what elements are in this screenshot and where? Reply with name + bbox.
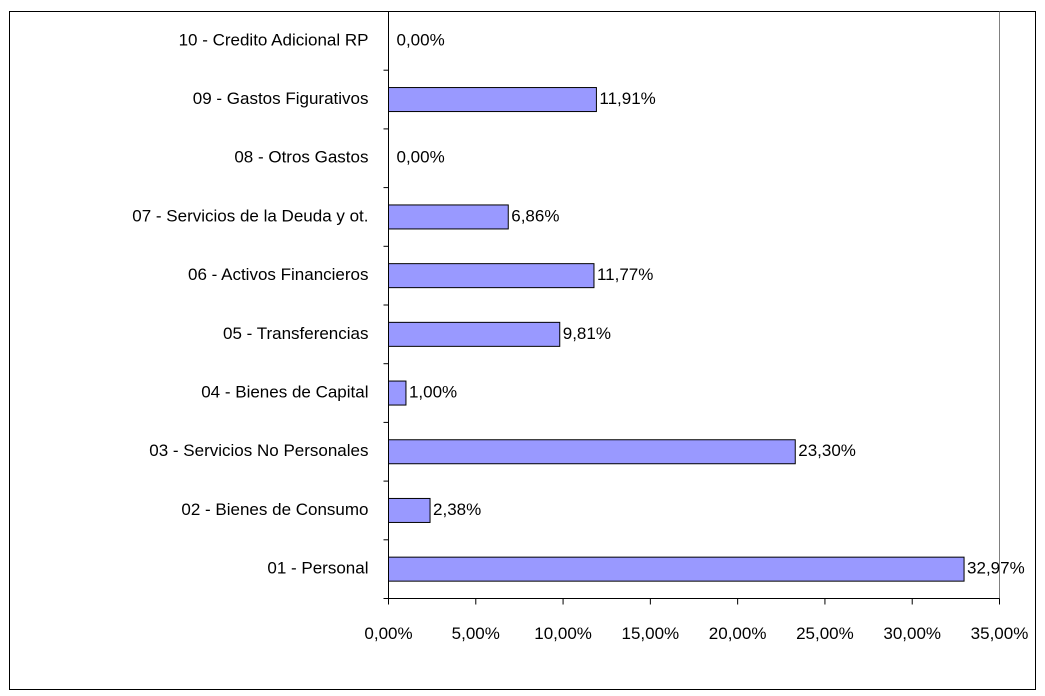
value-label: 1,00% [409,383,457,402]
y-tick-label: 10 - Credito Adicional RP [179,30,369,49]
value-label: 11,91% [599,89,655,108]
bar [388,497,431,523]
y-tick-label: 07 - Servicios de la Deuda y ot. [132,206,368,225]
x-tick-label: 20,00% [709,624,767,643]
bar [388,263,595,289]
value-label: 6,86% [511,206,559,225]
x-tick-label: 25,00% [796,624,854,643]
bar [388,204,509,230]
chart-frame [9,11,1036,690]
x-tick-label: 35,00% [971,624,1029,643]
value-label: 11,77% [597,265,653,284]
value-label: 23,30% [798,441,856,460]
x-tick-label: 30,00% [883,624,941,643]
y-tick-label: 08 - Otros Gastos [234,148,368,167]
x-tick-label: 0,00% [364,624,412,643]
value-label: 32,97% [967,559,1025,578]
value-label: 0,00% [397,148,445,167]
value-label: 2,38% [433,500,481,519]
x-tick-label: 15,00% [622,624,680,643]
x-tick-label: 10,00% [534,624,592,643]
bar [388,380,407,406]
y-tick-label: 06 - Activos Financieros [188,265,368,284]
y-tick-label: 01 - Personal [267,559,368,578]
bar [388,556,965,582]
value-label: 9,81% [563,324,611,343]
bar [388,87,597,113]
bar [388,439,796,465]
x-tick-label: 5,00% [452,624,500,643]
bar [388,321,561,347]
y-tick-label: 05 - Transferencias [223,324,369,343]
y-tick-label: 02 - Bienes de Consumo [181,500,368,519]
value-label: 0,00% [397,30,445,49]
y-tick-label: 09 - Gastos Figurativos [193,89,369,108]
y-tick-label: 03 - Servicios No Personales [149,441,368,460]
y-tick-label: 04 - Bienes de Capital [201,383,368,402]
